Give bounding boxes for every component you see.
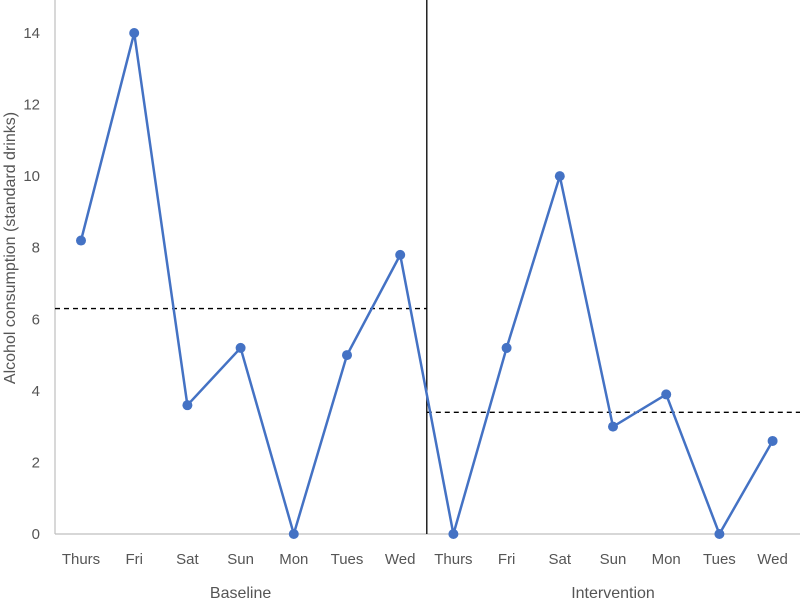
y-tick-label: 6 xyxy=(32,311,40,328)
data-point xyxy=(182,400,193,411)
phase-label: Baseline xyxy=(210,585,271,600)
x-tick-label: Tues xyxy=(703,551,736,568)
x-tick-label: Mon xyxy=(279,551,308,568)
phase-mean-lines xyxy=(55,307,800,414)
data-point xyxy=(76,235,86,246)
data-series xyxy=(76,28,778,539)
y-tick-label: 12 xyxy=(23,97,40,114)
data-point xyxy=(501,342,512,353)
x-tick-label: Sun xyxy=(600,551,627,568)
x-tick-label: Thurs xyxy=(434,551,472,568)
x-tick-label: Sat xyxy=(549,551,572,568)
y-tick-label: 14 xyxy=(23,25,40,42)
y-axis-title: Alcohol consumption (standard drinks) xyxy=(2,112,19,384)
data-point xyxy=(342,350,352,361)
x-tick-label: Thurs xyxy=(62,551,100,568)
x-tick-label: Fri xyxy=(125,551,143,568)
data-point xyxy=(554,171,565,182)
y-tick-label: 4 xyxy=(32,383,40,400)
phase-labels: Baseline Intervention xyxy=(210,585,655,600)
y-tick-label: 2 xyxy=(32,454,40,471)
x-tick-label: Mon xyxy=(652,551,681,568)
x-tick-label: Sun xyxy=(227,551,254,568)
x-tick-labels: Thurs Fri Sat Sun Mon Tues Wed Thurs Fri Sat Sun Mo… xyxy=(62,551,788,568)
x-tick-label: Wed xyxy=(757,551,788,568)
data-point xyxy=(288,529,299,539)
data-point xyxy=(129,28,140,38)
y-tick-label: 10 xyxy=(23,168,40,185)
phase-label: Intervention xyxy=(571,585,655,600)
x-tick-label: Sat xyxy=(176,551,199,568)
y-tick-labels: 0 2 4 6 8 10 12 14 xyxy=(23,25,40,543)
x-tick-label: Tues xyxy=(331,551,364,568)
series-line xyxy=(79,31,774,536)
data-point xyxy=(661,389,672,400)
x-tick-label: Fri xyxy=(498,551,516,568)
data-point xyxy=(395,249,406,260)
axes xyxy=(54,0,800,535)
y-tick-label: 0 xyxy=(32,526,40,543)
data-point xyxy=(714,529,725,539)
x-tick-label: Wed xyxy=(385,551,416,568)
data-point xyxy=(767,435,778,446)
data-point xyxy=(235,342,246,353)
y-tick-label: 8 xyxy=(32,240,40,257)
data-point xyxy=(608,421,618,432)
data-point xyxy=(448,529,459,539)
